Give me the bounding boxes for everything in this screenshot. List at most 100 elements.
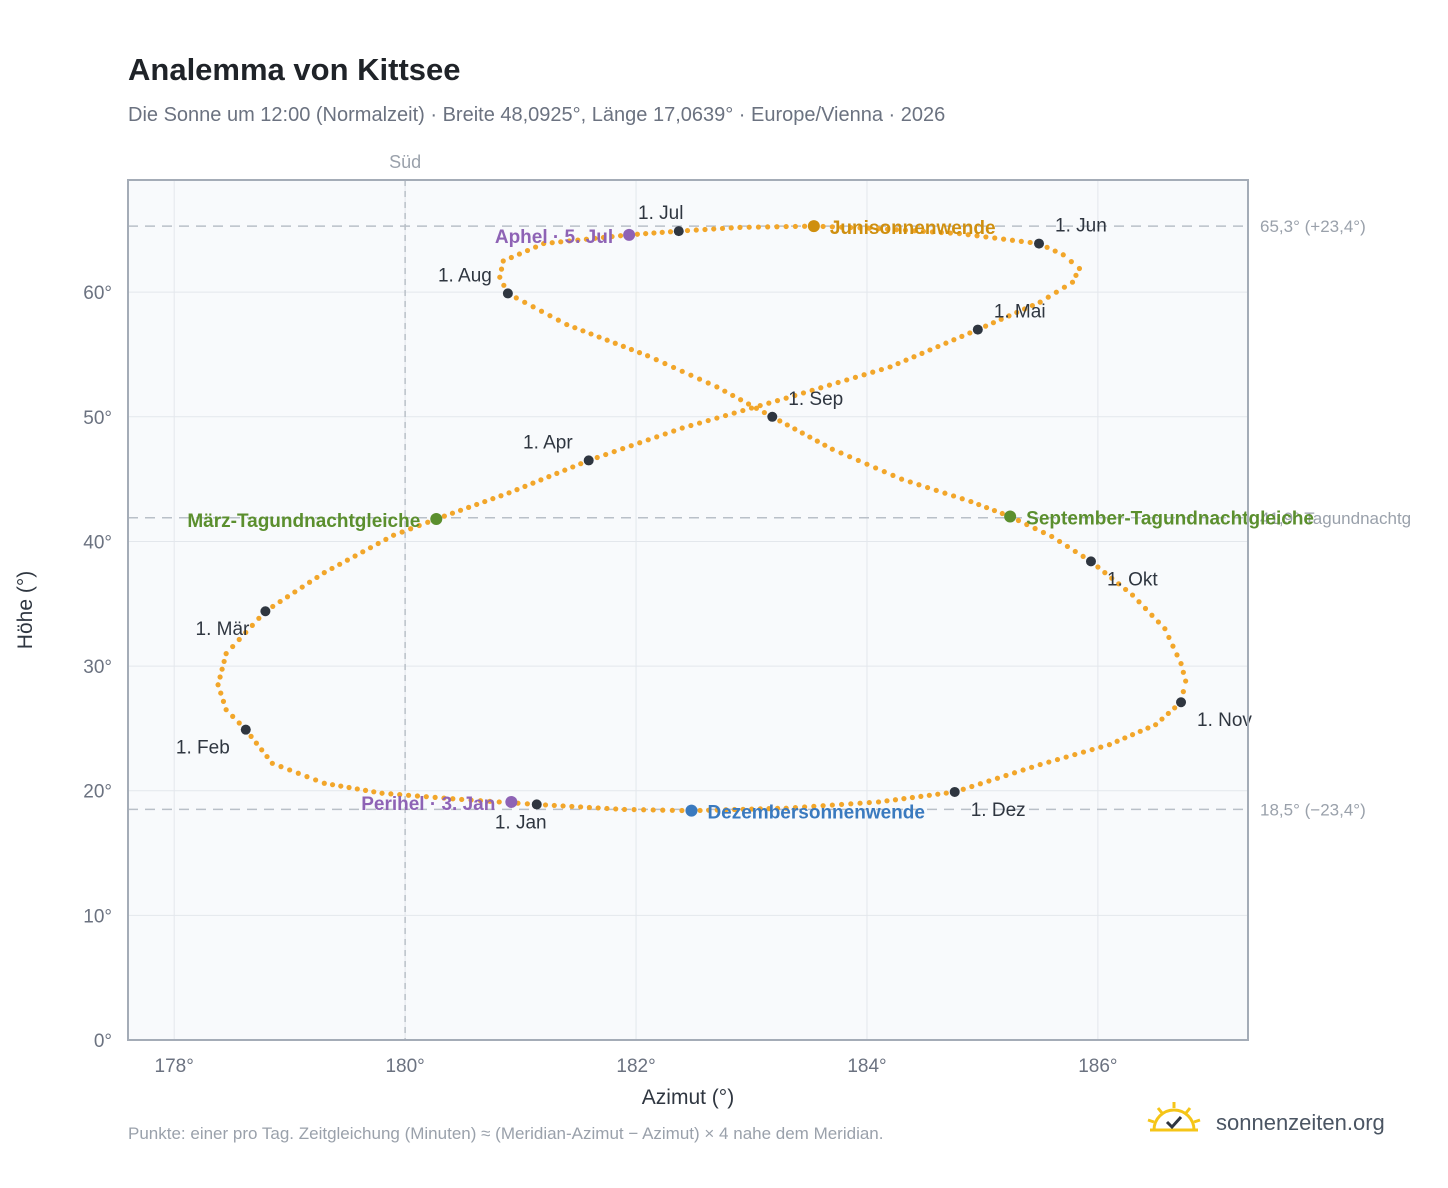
day-point (1174, 652, 1180, 658)
month-marker (673, 226, 684, 237)
day-point (1183, 678, 1189, 684)
day-point (313, 777, 319, 783)
day-point (838, 450, 844, 456)
day-point (755, 224, 762, 230)
day-point (959, 496, 965, 502)
day-point (826, 382, 833, 388)
month-marker (1176, 697, 1187, 708)
day-point (696, 376, 703, 382)
day-point (287, 767, 293, 773)
day-point (873, 465, 879, 471)
day-point (524, 247, 531, 254)
day-point (506, 490, 512, 496)
day-point (650, 807, 656, 813)
month-marker (260, 606, 271, 617)
day-point (714, 807, 720, 813)
day-point (696, 420, 703, 426)
day-point (935, 791, 941, 797)
day-point (1054, 756, 1061, 763)
day-point (893, 227, 900, 233)
day-point (864, 461, 870, 467)
day-point (697, 807, 703, 814)
y-axis-title: Höhe (°) (14, 571, 37, 649)
day-point (604, 805, 610, 812)
day-point (560, 803, 566, 809)
day-point (634, 231, 640, 237)
day-point (671, 428, 677, 434)
day-point (1018, 238, 1024, 244)
day-point (1046, 759, 1052, 765)
day-point (1073, 272, 1079, 278)
day-point (547, 313, 553, 319)
day-point (490, 496, 496, 502)
brand-link[interactable]: sonnenzeiten.org (1146, 1100, 1385, 1145)
y-tick-label: 20° (83, 782, 112, 803)
day-point (1149, 612, 1155, 618)
day-point (643, 230, 649, 237)
day-point (236, 636, 242, 643)
day-point (269, 760, 275, 766)
day-point (950, 493, 957, 499)
day-point (637, 440, 643, 446)
day-point (383, 536, 389, 542)
day-point (811, 803, 817, 809)
day-point (459, 796, 465, 803)
month-label: 1. Jul (638, 203, 683, 224)
day-point (592, 235, 598, 241)
day-point (895, 360, 901, 367)
day-point (890, 472, 896, 478)
day-point (731, 410, 737, 416)
month-marker (949, 786, 960, 797)
day-point (976, 501, 982, 508)
x-tick-label: 186° (1078, 1056, 1117, 1077)
day-point (1069, 279, 1076, 285)
day-point (1180, 689, 1186, 695)
day-point (802, 804, 808, 810)
day-point (337, 561, 343, 567)
day-point (991, 507, 998, 514)
day-point (628, 346, 635, 353)
day-point (450, 796, 456, 802)
chart-title: Analemma von Kittsee (128, 52, 461, 87)
day-point (609, 233, 615, 240)
day-point (951, 337, 957, 343)
day-point (516, 251, 523, 257)
day-point (449, 510, 456, 516)
day-point (551, 802, 557, 809)
day-point (967, 330, 973, 336)
day-point (468, 797, 474, 803)
day-point (818, 385, 824, 391)
day-point (738, 397, 744, 403)
day-point (992, 235, 998, 241)
day-point (820, 803, 826, 809)
day-point (722, 388, 728, 394)
month-marker (767, 411, 778, 422)
day-point (861, 372, 867, 378)
day-point (662, 360, 668, 367)
day-point (498, 493, 504, 499)
day-point (901, 796, 907, 802)
x-tick-label: 182° (616, 1056, 655, 1077)
day-point (838, 801, 845, 808)
day-point (575, 237, 581, 243)
day-point (1011, 770, 1018, 776)
month-marker (1085, 556, 1096, 567)
special-marker (505, 795, 518, 808)
day-point (636, 350, 643, 356)
day-point (792, 392, 798, 399)
day-point (757, 402, 763, 409)
day-point (711, 226, 717, 232)
day-point (1095, 564, 1101, 570)
plot-area (128, 180, 1248, 1040)
day-point (1037, 299, 1043, 305)
day-point (774, 805, 781, 812)
day-point (344, 557, 350, 563)
day-point (1106, 742, 1113, 748)
special-label: Aphel · 5. Jul (495, 227, 613, 248)
day-point (911, 228, 918, 234)
day-point (994, 775, 1001, 781)
day-point (588, 331, 594, 337)
day-point (1114, 738, 1120, 744)
day-point (1003, 772, 1009, 779)
day-point (388, 791, 394, 797)
